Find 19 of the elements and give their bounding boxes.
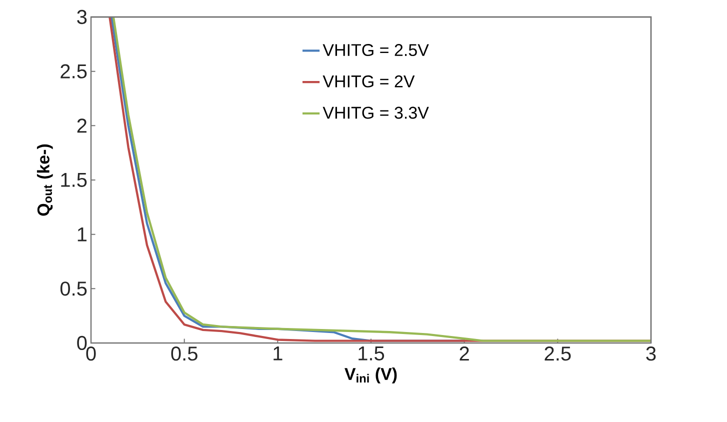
x-tick-label: 0	[86, 346, 96, 361]
x-tick-label: 1.5	[358, 346, 384, 360]
legend-label: VHITG = 2V	[322, 75, 415, 88]
y-tick-label: 1.5	[61, 173, 87, 187]
x-axis-title: V$_{ini}$ (V)	[344, 368, 397, 384]
x-tick-label: 0.5	[171, 346, 198, 361]
y-tick-label: 2	[77, 118, 86, 133]
y-tick-label: 0	[77, 336, 87, 350]
x-tick-label: 2.5	[544, 346, 571, 361]
legend-label: VHITG = 2.5V	[322, 44, 429, 56]
x-tick-label: 2	[460, 346, 469, 360]
x-tick-label: 1	[274, 346, 282, 360]
x-tick-label: 3	[646, 346, 656, 361]
y-tick-label: 3	[77, 10, 87, 24]
y-tick-label: 2.5	[60, 64, 87, 78]
y-tick-label: 0.5	[60, 282, 87, 296]
y-axis-title: Q$_{out}$ (ke-)	[36, 144, 53, 216]
y-tick-label: 1	[78, 227, 86, 242]
legend-label: VHITG = 3.3V	[322, 106, 429, 119]
